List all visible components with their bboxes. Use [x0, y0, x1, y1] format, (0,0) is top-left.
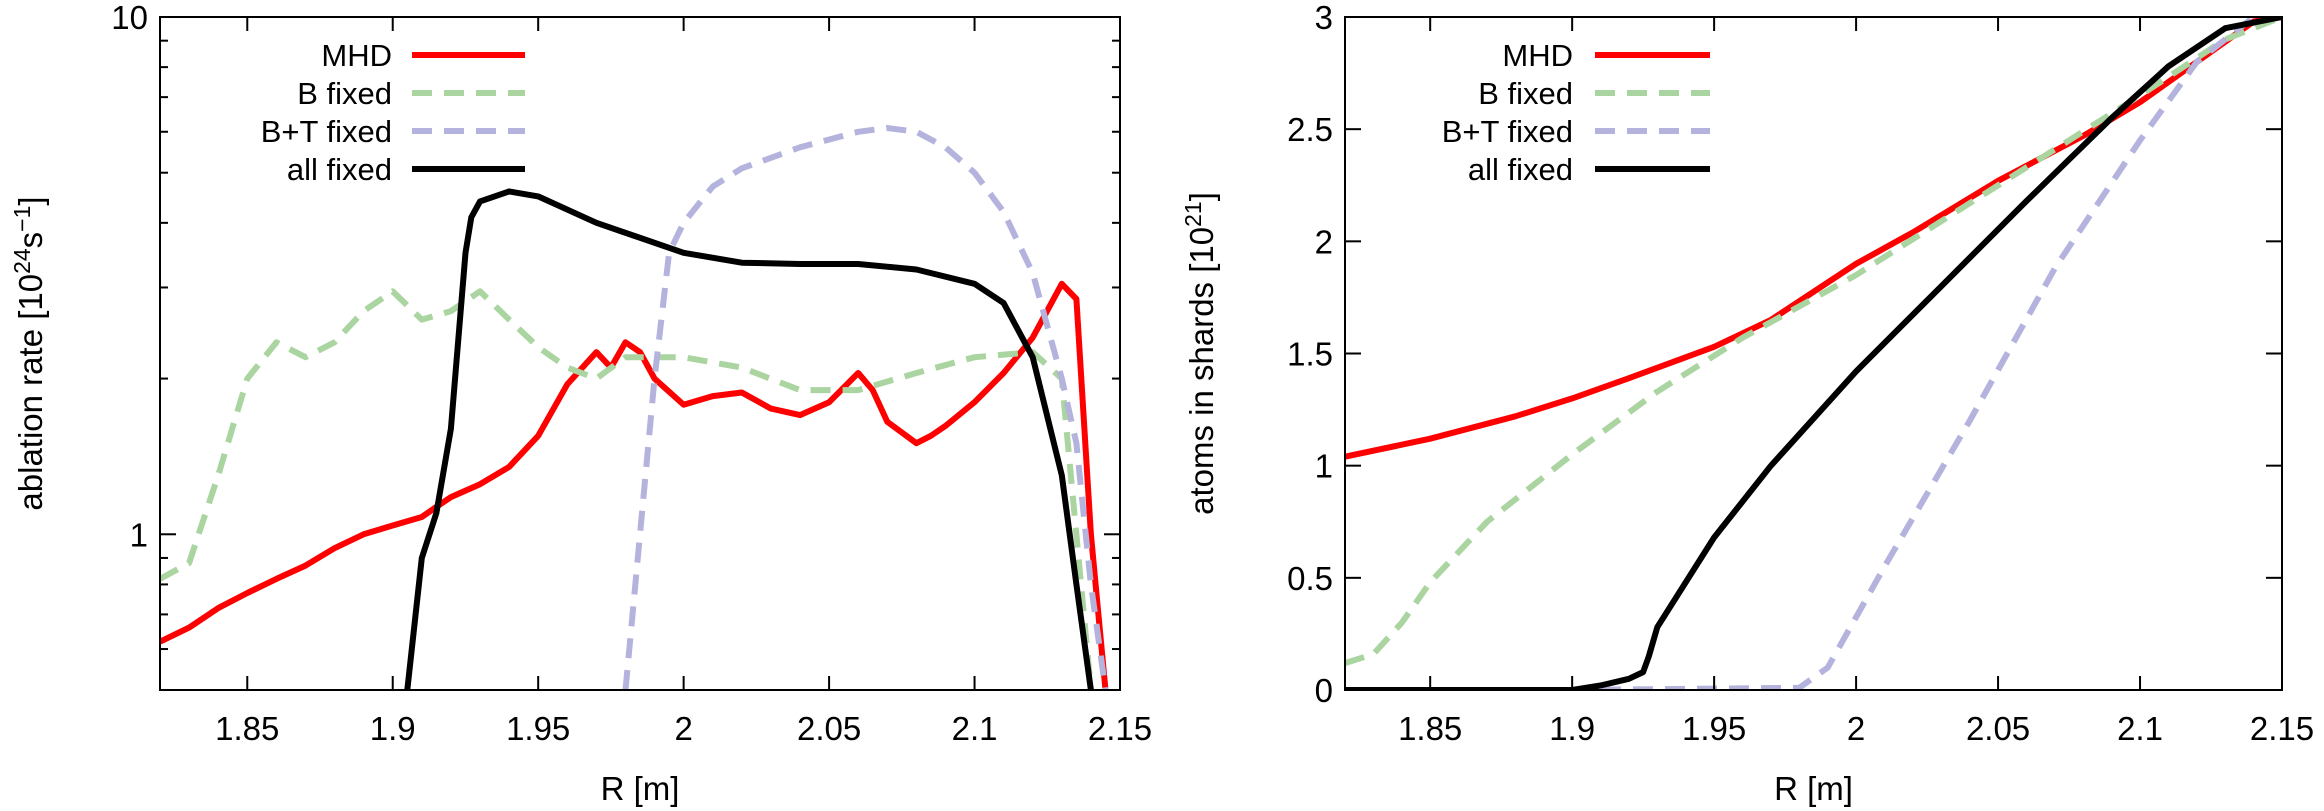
x-tick-label: 2.15 [1088, 710, 1152, 747]
legend-label: MHD [321, 38, 392, 73]
legend-label: B+T fixed [261, 114, 392, 149]
x-axis-label: R [m] [601, 770, 680, 807]
x-tick-label: 2.05 [797, 710, 861, 747]
chart-2: 1.85 1.9 1.95 2 2.05 2.1 2.15 0 0.5 1 1.5 2 2.5 3 R [m… [1180, 0, 2314, 807]
y-tick-label: 0.5 [1287, 560, 1333, 597]
y-tick-label: 3 [1315, 0, 1333, 36]
series-b-fixed-line [160, 288, 1094, 690]
legend-label: B+T fixed [1442, 114, 1573, 149]
y-tick-label: 2 [1315, 223, 1333, 260]
x-tick-label: 1.9 [370, 710, 416, 747]
legend-label: B fixed [297, 76, 392, 111]
y-tick-label: 1 [130, 516, 148, 553]
y-tick-label: 2.5 [1287, 111, 1333, 148]
x-tick-label: 2 [1847, 710, 1865, 747]
legend-label: all fixed [1468, 152, 1573, 187]
x-tick-label: 1.85 [215, 710, 279, 747]
x-tick-label: 2.1 [952, 710, 998, 747]
series-mhd-line [1345, 17, 2282, 460]
y-tick-label: 1 [1315, 448, 1333, 485]
chart-1: 1.85 1.9 1.95 2 2.05 2.1 2.15 1 10 R [m] ablation … [9, 0, 1152, 807]
x-tick-label: 1.9 [1549, 710, 1595, 747]
y-axis-label: ablation rate [1024s−1] [9, 196, 49, 510]
series-mhd-line [160, 280, 1109, 690]
x-axis-label: R [m] [1774, 770, 1853, 807]
y-tick-label: 10 [111, 0, 148, 36]
y-axis-label: atoms in shards [1021] [1180, 192, 1220, 515]
x-tick-label: 2.15 [2250, 710, 2314, 747]
series-all-fixed-line [404, 188, 1094, 690]
x-tick-label: 1.95 [1682, 710, 1746, 747]
x-tick-label: 2.1 [2117, 710, 2163, 747]
legend-label: all fixed [287, 152, 392, 187]
x-tick-label: 2.05 [1966, 710, 2030, 747]
y-tick-label: 1.5 [1287, 336, 1333, 373]
x-tick-label: 2 [674, 710, 692, 747]
y-tick-label: 0 [1315, 672, 1333, 709]
series-all-fixed-line [1345, 17, 2282, 690]
series-b-t-fixed-line [1345, 17, 2282, 690]
series-b-fixed-line [1345, 17, 2282, 666]
x-tick-label: 1.95 [506, 710, 570, 747]
legend-label: MHD [1502, 38, 1573, 73]
x-tick-label: 1.85 [1398, 710, 1462, 747]
legend-label: B fixed [1478, 76, 1573, 111]
plot-frame [159, 16, 1121, 691]
series-b-t-fixed-line [622, 125, 1109, 690]
